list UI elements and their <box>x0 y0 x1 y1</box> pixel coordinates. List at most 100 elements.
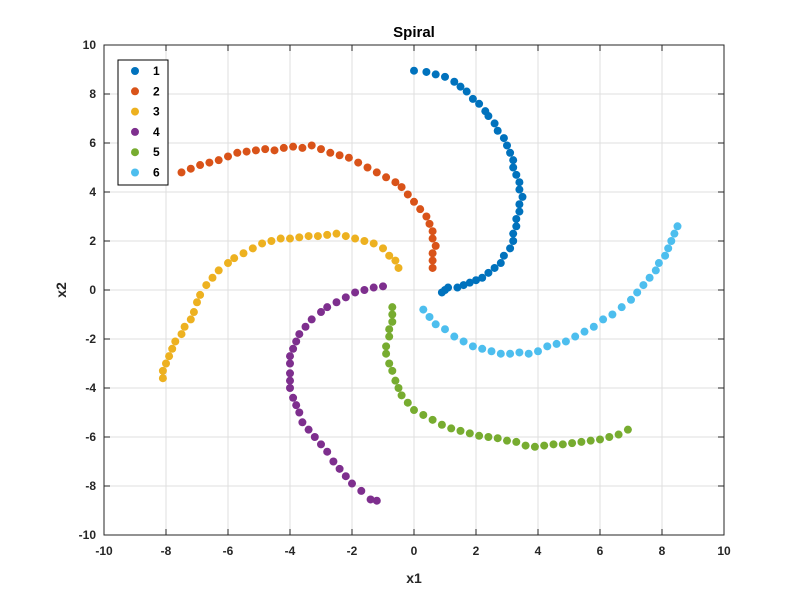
data-point <box>617 303 626 312</box>
data-point <box>317 308 325 317</box>
data-point <box>224 259 232 268</box>
series-5 <box>382 303 632 451</box>
data-point <box>295 233 304 242</box>
data-point <box>341 293 350 302</box>
data-point <box>224 152 232 161</box>
data-point <box>608 310 617 319</box>
data-point <box>580 327 589 336</box>
data-point <box>205 158 214 167</box>
data-point <box>391 376 400 385</box>
legend-marker <box>131 87 139 96</box>
data-point <box>431 320 440 329</box>
data-point <box>456 82 465 91</box>
chart-title: Spiral <box>393 24 435 41</box>
data-point <box>382 173 391 182</box>
data-point <box>596 435 604 444</box>
data-point <box>186 315 195 324</box>
legend-box <box>117 59 169 186</box>
data-point <box>242 147 251 156</box>
data-point <box>490 263 499 272</box>
data-point <box>459 281 468 290</box>
series-4 <box>286 282 387 505</box>
legend-marker <box>131 67 139 75</box>
legend-label: 1 <box>153 64 160 78</box>
data-point <box>391 178 400 187</box>
data-point <box>524 349 533 358</box>
x-tick-label: -6 <box>223 544 234 558</box>
data-point <box>286 359 294 368</box>
data-point <box>673 222 682 231</box>
data-point <box>366 495 375 504</box>
data-point <box>286 376 294 385</box>
data-point <box>397 391 406 400</box>
data-point <box>605 433 614 441</box>
legend-marker <box>131 107 139 116</box>
data-point <box>385 325 394 334</box>
y-tick-label: -8 <box>85 479 96 493</box>
data-point <box>388 317 397 326</box>
data-point <box>307 315 316 324</box>
x-axis-label: x1 <box>406 570 422 586</box>
x-tick-label: -2 <box>347 544 358 558</box>
data-point <box>453 283 462 292</box>
legend-label: 5 <box>153 145 160 159</box>
data-point <box>372 168 381 177</box>
data-point <box>530 442 539 451</box>
data-point <box>651 266 660 275</box>
data-point <box>363 163 372 172</box>
data-point <box>388 303 397 312</box>
data-point <box>670 229 679 238</box>
data-point <box>428 256 437 265</box>
data-point <box>431 70 440 79</box>
data-point <box>208 273 217 282</box>
data-point <box>360 286 369 294</box>
data-point <box>614 430 623 439</box>
x-tick-label: 6 <box>597 544 604 558</box>
data-point <box>540 441 549 450</box>
legend-marker <box>131 127 139 136</box>
data-point <box>512 222 521 231</box>
data-point <box>589 322 598 331</box>
data-point <box>360 237 369 245</box>
data-point <box>425 219 434 228</box>
data-point <box>335 151 344 160</box>
data-point <box>422 212 431 221</box>
data-point <box>509 237 518 245</box>
data-point <box>503 436 511 445</box>
data-point <box>162 359 170 368</box>
data-point <box>403 398 412 407</box>
data-point <box>177 330 186 339</box>
data-point <box>534 347 542 356</box>
data-point <box>289 344 298 353</box>
data-point <box>667 237 676 245</box>
legend-marker <box>131 168 139 177</box>
data-point <box>493 126 502 135</box>
data-point <box>515 207 524 216</box>
data-point <box>379 282 387 291</box>
data-point <box>447 424 456 433</box>
data-point <box>276 234 285 243</box>
data-point <box>394 384 403 392</box>
data-point <box>450 332 459 341</box>
data-point <box>295 330 304 339</box>
series-6 <box>419 222 682 358</box>
data-point <box>332 229 341 238</box>
data-point <box>180 322 189 331</box>
data-point <box>286 352 294 361</box>
data-point <box>239 249 248 258</box>
y-tick-label: -2 <box>85 332 96 346</box>
data-point <box>326 148 335 157</box>
data-point <box>645 273 654 282</box>
data-point <box>549 440 558 449</box>
data-point <box>304 232 313 241</box>
data-point <box>428 227 437 236</box>
data-point <box>437 420 446 429</box>
data-point <box>177 168 186 177</box>
data-point <box>515 200 524 209</box>
data-point <box>571 332 580 341</box>
data-point <box>348 479 356 488</box>
data-point <box>509 229 518 238</box>
data-point <box>450 77 459 86</box>
data-point <box>462 87 471 96</box>
data-point <box>369 283 378 292</box>
